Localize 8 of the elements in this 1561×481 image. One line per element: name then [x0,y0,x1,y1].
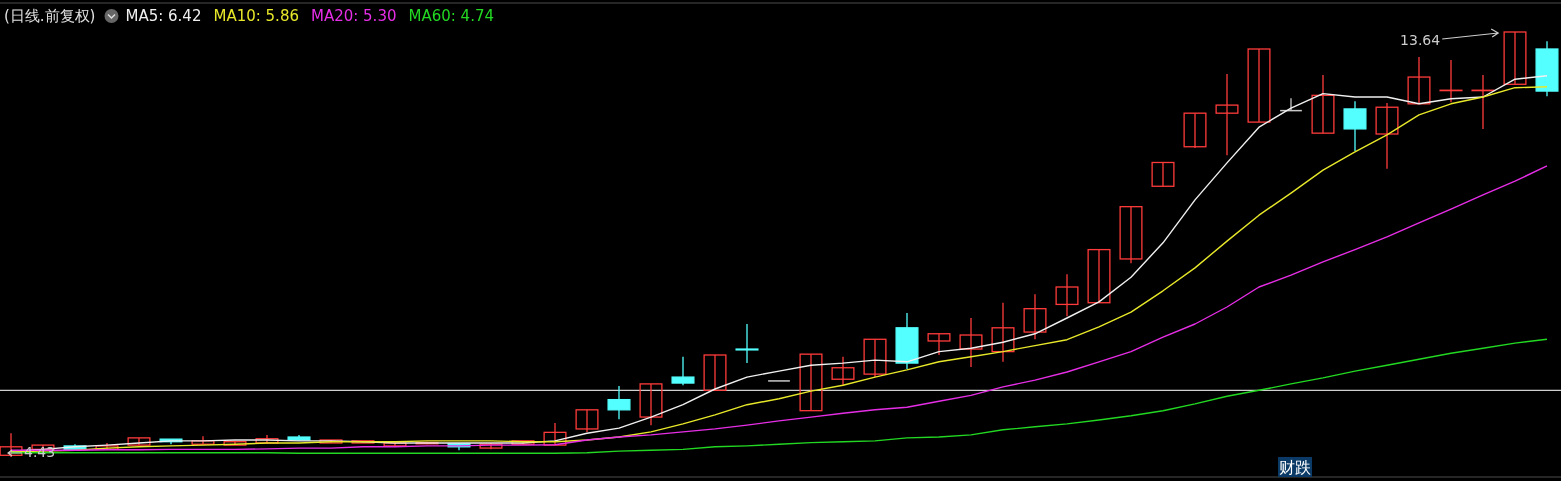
legend-entry: MA10: 5.86 [213,7,299,25]
annotation: 财跌 [1278,457,1312,477]
legend-entry: MA20: 5.30 [310,7,397,25]
annotation: 13.64 [1400,32,1441,48]
annotation: 4.43 [24,443,56,460]
legend-entry: MA60: 4.74 [408,7,494,25]
title: (日线.前复权) [4,7,96,25]
legend-entry: MA5: 6.42 [125,7,202,25]
